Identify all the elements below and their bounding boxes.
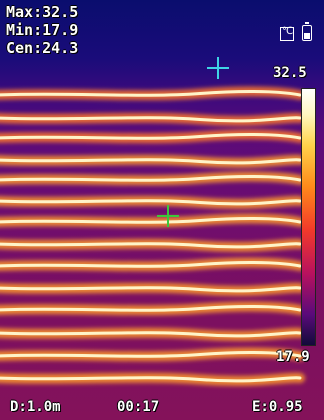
pipe-core: [0, 132, 302, 140]
pipe-core: [0, 304, 302, 312]
recording-time: 00:17: [117, 399, 160, 415]
color-palette-bar: [301, 88, 316, 346]
battery-icon: [302, 22, 312, 41]
pipe-core: [0, 350, 302, 358]
pipe-core: [0, 89, 302, 97]
min-temperature-readout: Min:17.9: [6, 21, 79, 39]
pipe-core: [0, 242, 302, 249]
pipe-core: [0, 331, 302, 338]
pipe-core: [0, 116, 302, 123]
scale-max-label: 32.5: [273, 65, 307, 81]
pipe-core: [0, 376, 302, 383]
pipe-core: [0, 216, 302, 224]
pipe-core: [0, 174, 302, 182]
center-temperature-readout: Cen:24.3: [6, 39, 79, 57]
emissivity-readout: E:0.95: [252, 399, 303, 415]
max-point-crosshair-icon: [207, 57, 229, 79]
pipe-core: [0, 158, 302, 165]
pipe-core: [0, 260, 302, 268]
floor-heating-pipes-core: [0, 89, 302, 383]
celsius-unit-icon: [280, 26, 294, 41]
distance-readout: D:1.0m: [10, 399, 61, 415]
max-temperature-readout: Max:32.5: [6, 3, 79, 21]
scale-min-label: 17.9: [276, 349, 310, 365]
pipe-core: [0, 199, 302, 206]
pipe-core: [0, 286, 302, 293]
center-point-crosshair-icon: [157, 205, 179, 227]
